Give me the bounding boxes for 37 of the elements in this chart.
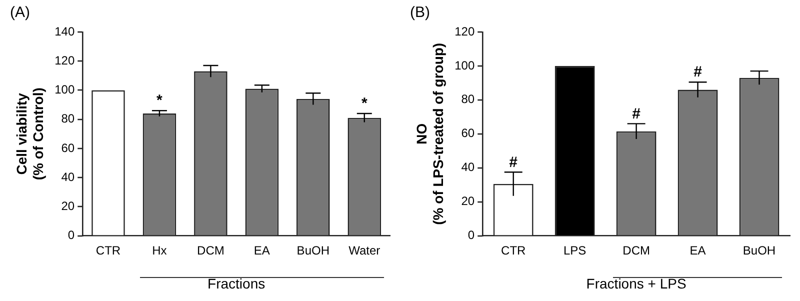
y-axis-title: NO (% of LPS-treated of group) <box>413 42 446 225</box>
x-tick-label: EA <box>690 243 706 258</box>
y-tick-label: 40 <box>61 170 75 184</box>
x-tick-label: CTR <box>501 243 526 258</box>
y-tick-label: 80 <box>461 92 475 106</box>
x-tick-label: DCM <box>622 243 650 258</box>
x-tick-label: DCM <box>197 243 224 258</box>
y-tick-label: 100 <box>54 82 75 97</box>
x-tick-label: Water <box>348 243 380 258</box>
y-tick-label: 60 <box>61 140 75 155</box>
y-tick-label: 60 <box>461 126 475 140</box>
annotation: * <box>361 95 368 112</box>
y-tick-label: 120 <box>454 24 475 38</box>
y-tick-label: 0 <box>68 228 75 242</box>
y-tick-label: 20 <box>61 199 75 213</box>
chart-title: (B) <box>410 4 430 22</box>
x-tick-label: BuOH <box>296 243 330 258</box>
x-axis-title: Fractions <box>208 275 266 292</box>
y-tick-label: 0 <box>468 228 475 242</box>
x-tick-label: CTR <box>96 243 121 258</box>
annotation: # <box>509 154 518 171</box>
x-tick-label: BuOH <box>742 243 776 258</box>
annotation: # <box>694 64 703 81</box>
y-tick-label: 120 <box>54 53 75 68</box>
x-tick-label: LPS <box>563 243 586 258</box>
annotation: # <box>632 105 642 122</box>
annotation: * <box>156 92 163 110</box>
chart-title: (A) <box>10 4 30 22</box>
y-tick-label: 40 <box>461 160 475 174</box>
y-tick-label: 140 <box>54 24 75 38</box>
y-axis-title: Cell viability (% of Control) <box>13 88 46 180</box>
y-tick-label: 80 <box>61 112 75 126</box>
x-axis-title: Fractions + LPS <box>586 275 686 292</box>
x-tick-label: Hx <box>152 243 167 258</box>
y-tick-label: 100 <box>454 58 475 72</box>
y-tick-label: 20 <box>461 194 475 208</box>
x-tick-label: EA <box>254 243 270 258</box>
